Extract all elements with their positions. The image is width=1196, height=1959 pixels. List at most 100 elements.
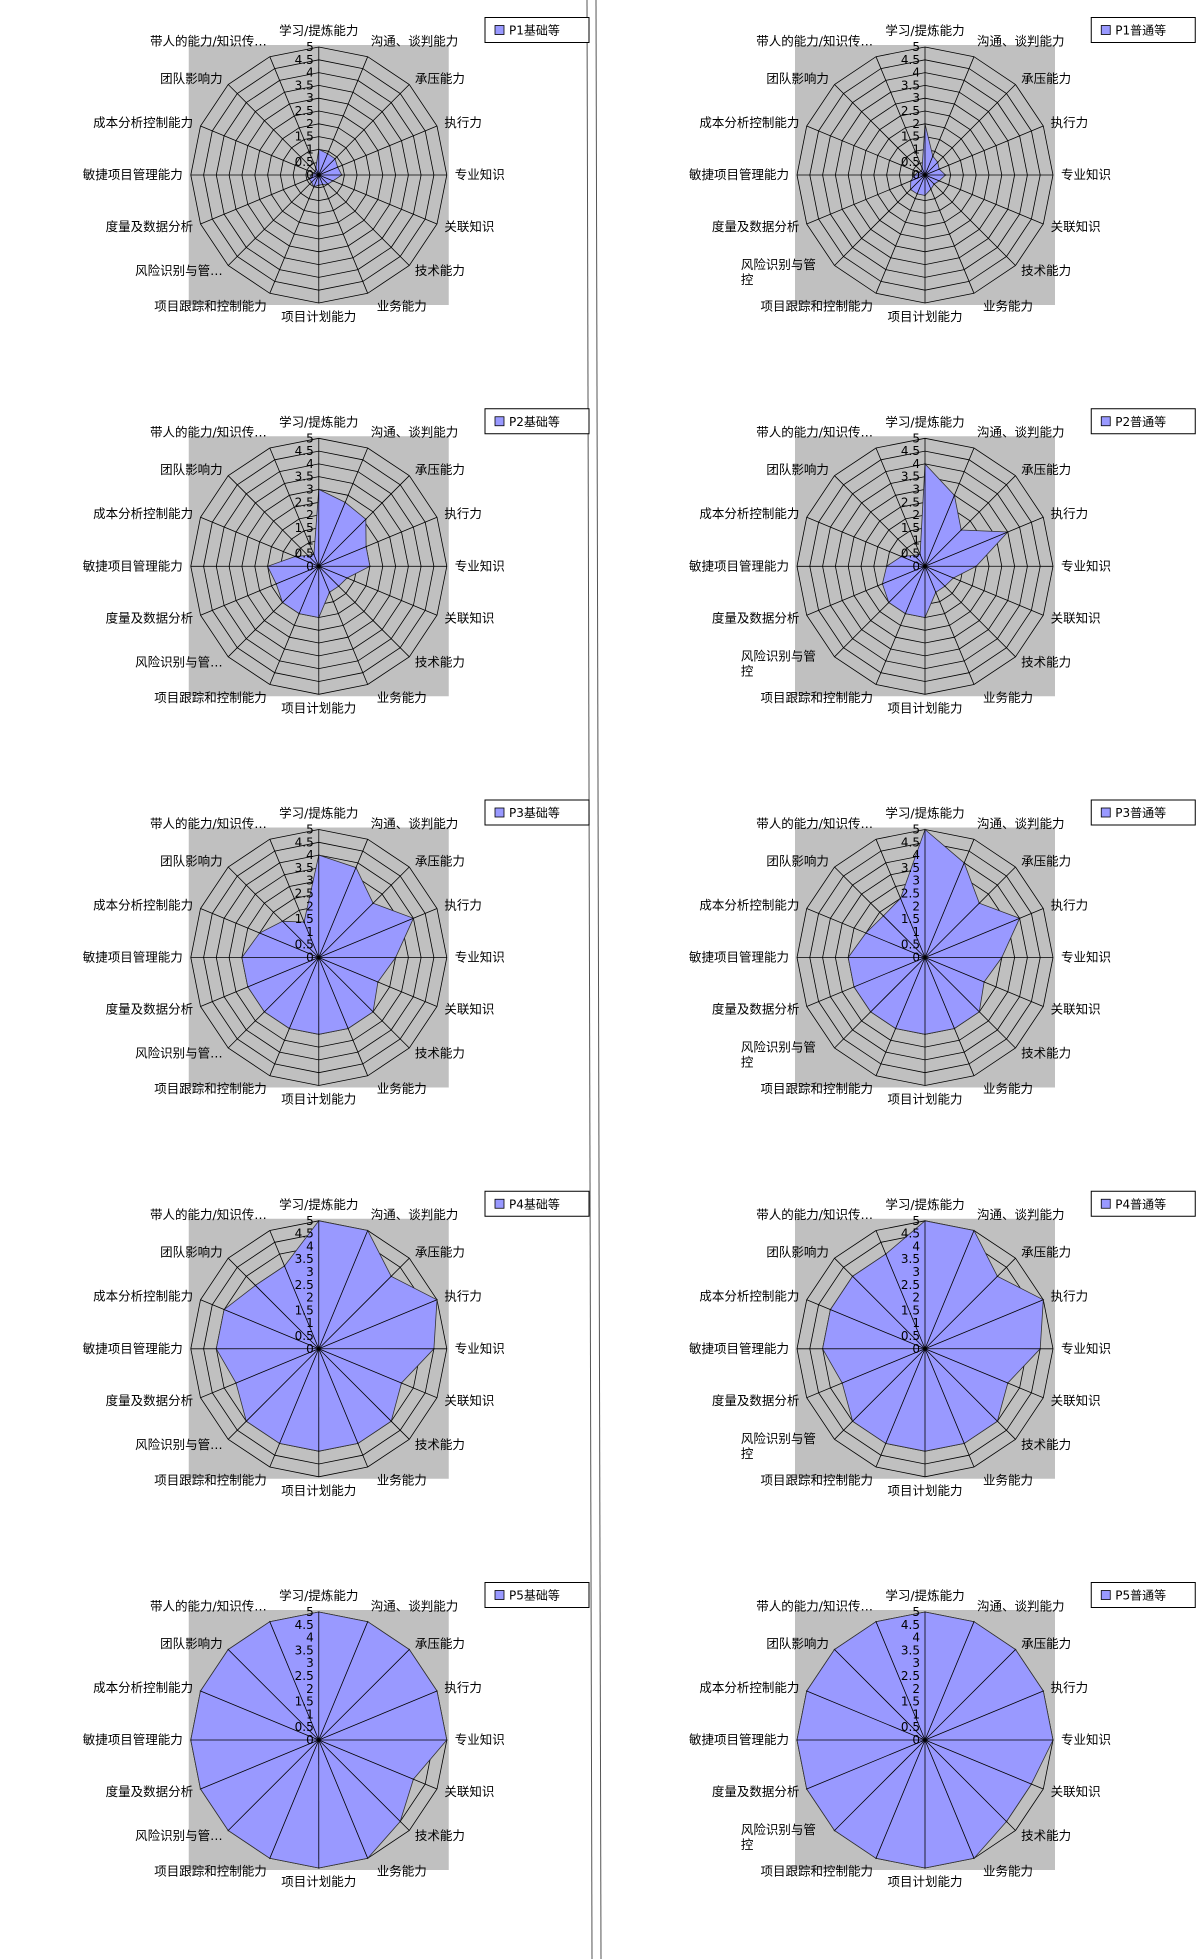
axis-spoke: [924, 1739, 1044, 1790]
axis-label: 项目跟踪和控制能力: [760, 1081, 873, 1096]
axis-spoke: [269, 1230, 320, 1349]
axis-label: 业务能力: [983, 299, 1033, 314]
axis-label: 项目跟踪和控制能力: [760, 299, 873, 314]
tick-label: 2.5: [295, 495, 314, 509]
axis-spoke: [227, 565, 320, 658]
legend-swatch: [494, 1198, 505, 1209]
axis-label: 沟通、谈判能力: [371, 1598, 459, 1613]
axis-spoke: [227, 866, 320, 958]
axis-label: 度量及数据分析: [106, 219, 194, 234]
tick-label: 0.5: [295, 155, 314, 169]
axis-label: 团队影响力: [766, 1636, 829, 1651]
legend-swatch: [1100, 1590, 1111, 1600]
tick-label: 5: [912, 40, 920, 54]
tick-label: 1: [306, 1707, 314, 1721]
tick-label: 1: [306, 534, 314, 548]
axis-spoke: [924, 1739, 975, 1859]
axis-label: 成本分析控制能力: [699, 897, 799, 912]
tick-label: 0: [306, 1342, 314, 1356]
axis-label: 团队影响力: [766, 462, 829, 477]
axis-label: 项目计划能力: [887, 1092, 962, 1107]
axis-label: 承压能力: [1021, 1636, 1071, 1651]
axis-label: 敏捷项目管理能力: [83, 558, 183, 573]
axis-label: 团队影响力: [160, 1245, 223, 1260]
axis-label: 带人的能力/知识传…: [150, 425, 267, 440]
axis-spoke: [924, 565, 1016, 658]
tick-label: 4: [912, 1631, 920, 1645]
axis-spoke: [924, 1348, 975, 1468]
tick-label: 2.5: [295, 1669, 314, 1683]
tick-label: 1.5: [901, 521, 920, 535]
tick-label: 3: [306, 91, 314, 105]
axis-label: 沟通、谈判能力: [371, 1207, 459, 1222]
axis-spoke: [834, 1257, 926, 1350]
tick-label: 3: [912, 874, 920, 888]
radar-chart: 00.511.522.533.544.55 学习/提炼能力沟通、谈判能力承压能力执…: [689, 799, 1196, 1107]
axis-label: 学习/提炼能力: [885, 1588, 964, 1603]
axis-spoke: [924, 174, 1016, 266]
legend-label: P1基础等: [509, 24, 560, 38]
tick-label: 5: [912, 1214, 920, 1228]
axis-label: 成本分析控制能力: [93, 1289, 193, 1304]
axis-spoke: [318, 908, 438, 958]
axis-spoke: [227, 1257, 320, 1350]
tick-label: 2: [912, 117, 920, 131]
tick-label: 4.5: [901, 444, 920, 458]
tick-label: 1.5: [901, 912, 920, 926]
axis-label: 风险识别与管…: [135, 1046, 223, 1061]
axis-label: 执行力: [1051, 1680, 1089, 1695]
axis-spoke: [806, 1690, 926, 1741]
axis-label: 敏捷项目管理能力: [689, 167, 789, 182]
axis-label: 敏捷项目管理能力: [83, 950, 183, 965]
tick-label: 3.5: [295, 1643, 314, 1657]
radar-chart: 00.511.522.533.544.55 学习/提炼能力沟通、谈判能力承压能力执…: [83, 1582, 590, 1889]
axis-label: 专业知识: [1061, 1732, 1111, 1747]
axis-label: 沟通、谈判能力: [977, 1207, 1065, 1222]
tick-label: 3.5: [901, 861, 920, 875]
axis-label: 成本分析控制能力: [93, 506, 193, 521]
axis-spoke: [834, 957, 926, 1049]
tick-label: 3.5: [295, 1252, 314, 1266]
axis-label: 执行力: [1051, 897, 1089, 912]
axis-label: 控: [741, 1446, 754, 1461]
axis-label: 关联知识: [1051, 1393, 1101, 1408]
axis-spoke: [269, 1621, 320, 1741]
axis-label: 执行力: [444, 1289, 482, 1304]
axis-label: 项目跟踪和控制能力: [760, 690, 873, 705]
axis-label: 项目计划能力: [887, 1483, 962, 1498]
axis-label: 度量及数据分析: [712, 219, 800, 234]
axis-label: 承压能力: [1021, 853, 1071, 868]
axis-spoke: [200, 908, 319, 958]
axis-spoke: [269, 174, 320, 294]
axis-spoke: [269, 447, 320, 567]
tick-label: 1.5: [901, 130, 920, 144]
tick-label: 5: [306, 40, 314, 54]
axis-label: 业务能力: [377, 299, 427, 314]
axis-spoke: [200, 565, 319, 616]
axis-spoke: [834, 84, 926, 176]
axis-label: 学习/提炼能力: [279, 1197, 358, 1212]
axis-label: 控: [741, 1055, 754, 1070]
axis-spoke: [318, 866, 410, 958]
axis-label: 沟通、谈判能力: [371, 425, 459, 440]
axis-spoke: [806, 565, 926, 616]
tick-label: 4: [306, 1631, 314, 1645]
axis-label: 专业知识: [1061, 167, 1111, 182]
axis-label: 学习/提炼能力: [279, 1588, 358, 1603]
axis-label: 风险识别与管…: [135, 263, 223, 278]
axis-label: 学习/提炼能力: [885, 23, 964, 38]
legend-swatch: [1100, 1198, 1111, 1209]
axis-spoke: [924, 839, 975, 958]
tick-label: 0: [912, 951, 920, 965]
axis-label: 带人的能力/知识传…: [756, 33, 873, 48]
axis-spoke: [318, 174, 369, 294]
axis-label: 度量及数据分析: [106, 1784, 194, 1799]
axis-label: 成本分析控制能力: [699, 1680, 799, 1695]
axis-spoke: [200, 1299, 319, 1350]
tick-label: 1: [306, 1316, 314, 1330]
axis-label: 度量及数据分析: [712, 1393, 800, 1408]
axis-spoke: [924, 957, 1044, 1007]
axis-label: 控: [741, 663, 754, 678]
axis-label: 控: [741, 1837, 754, 1852]
axis-label: 带人的能力/知识传…: [756, 1207, 873, 1222]
